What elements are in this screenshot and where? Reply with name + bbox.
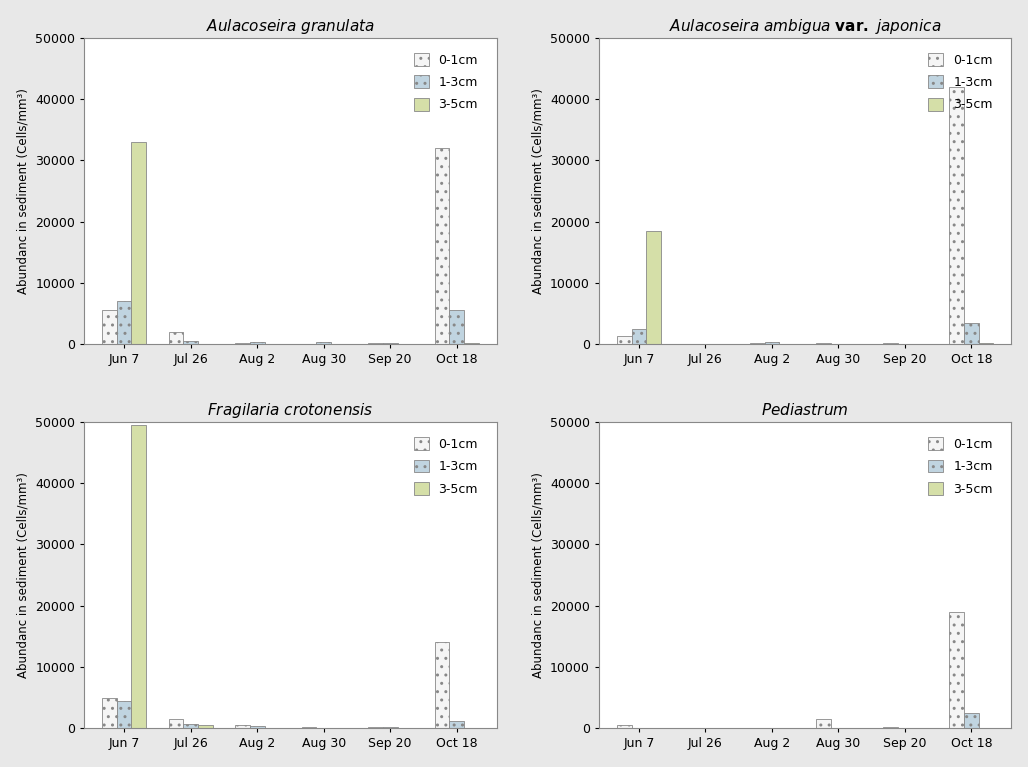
- Bar: [102, 698, 117, 729]
- Bar: [368, 727, 382, 729]
- Bar: [317, 341, 331, 344]
- Title: $\bf{\it{Pediastrum}}$: $\bf{\it{Pediastrum}}$: [762, 402, 849, 418]
- Bar: [368, 343, 382, 344]
- Bar: [235, 726, 250, 729]
- Legend: 0-1cm, 1-3cm, 3-5cm: 0-1cm, 1-3cm, 3-5cm: [928, 53, 993, 111]
- Bar: [647, 231, 661, 344]
- Bar: [816, 343, 831, 344]
- Bar: [102, 311, 117, 344]
- Bar: [631, 329, 647, 344]
- Bar: [964, 713, 979, 729]
- Title: $\bf{\it{Aulacoseira\ ambigua}}$ $\bf{var.}$ $\bf{\it{japonica}}$: $\bf{\it{Aulacoseira\ ambigua}}$ $\bf{va…: [669, 17, 942, 36]
- Bar: [250, 342, 264, 344]
- Legend: 0-1cm, 1-3cm, 3-5cm: 0-1cm, 1-3cm, 3-5cm: [413, 53, 478, 111]
- Bar: [883, 343, 897, 344]
- Legend: 0-1cm, 1-3cm, 3-5cm: 0-1cm, 1-3cm, 3-5cm: [928, 437, 993, 495]
- Bar: [964, 323, 979, 344]
- Bar: [132, 142, 146, 344]
- Bar: [449, 721, 464, 729]
- Bar: [435, 643, 449, 729]
- Bar: [382, 727, 398, 729]
- Y-axis label: Abundanc in sediment (Cells/mm³): Abundanc in sediment (Cells/mm³): [531, 88, 545, 294]
- Bar: [979, 343, 993, 344]
- Bar: [117, 701, 132, 729]
- Bar: [117, 301, 132, 344]
- Bar: [169, 719, 183, 729]
- Bar: [382, 343, 398, 344]
- Bar: [302, 727, 317, 729]
- Bar: [235, 343, 250, 344]
- Bar: [169, 332, 183, 344]
- Bar: [183, 341, 198, 344]
- Bar: [617, 726, 631, 729]
- Y-axis label: Abundanc in sediment (Cells/mm³): Abundanc in sediment (Cells/mm³): [16, 472, 30, 678]
- Bar: [883, 727, 897, 729]
- Bar: [950, 87, 964, 344]
- Bar: [435, 148, 449, 344]
- Bar: [250, 726, 264, 729]
- Bar: [617, 336, 631, 344]
- Title: $\bf{\it{Fragilaria\ crotonensis}}$: $\bf{\it{Fragilaria\ crotonensis}}$: [208, 401, 374, 420]
- Title: $\bf{\it{Aulacoseira\ granulata}}$: $\bf{\it{Aulacoseira\ granulata}}$: [206, 17, 375, 36]
- Bar: [132, 425, 146, 729]
- Bar: [449, 311, 464, 344]
- Y-axis label: Abundanc in sediment (Cells/mm³): Abundanc in sediment (Cells/mm³): [16, 88, 30, 294]
- Bar: [765, 342, 779, 344]
- Legend: 0-1cm, 1-3cm, 3-5cm: 0-1cm, 1-3cm, 3-5cm: [413, 437, 478, 495]
- Bar: [950, 612, 964, 729]
- Bar: [198, 726, 213, 729]
- Bar: [183, 724, 198, 729]
- Bar: [816, 719, 831, 729]
- Bar: [750, 343, 765, 344]
- Bar: [464, 343, 479, 344]
- Y-axis label: Abundanc in sediment (Cells/mm³): Abundanc in sediment (Cells/mm³): [531, 472, 545, 678]
